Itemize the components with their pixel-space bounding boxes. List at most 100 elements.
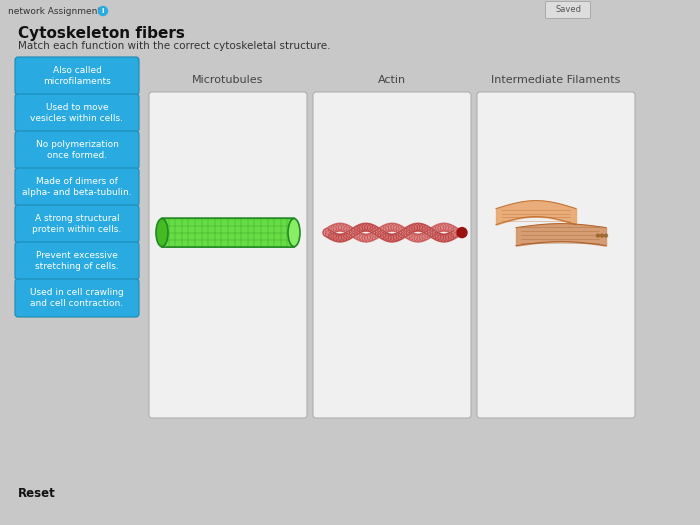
Circle shape — [440, 223, 449, 231]
FancyBboxPatch shape — [15, 168, 139, 206]
Circle shape — [443, 234, 452, 242]
Circle shape — [389, 234, 396, 242]
Circle shape — [333, 223, 342, 232]
Circle shape — [449, 226, 456, 234]
Circle shape — [438, 223, 446, 232]
Circle shape — [328, 225, 336, 233]
Circle shape — [420, 224, 428, 233]
Text: i: i — [102, 8, 104, 14]
FancyBboxPatch shape — [15, 94, 139, 132]
Text: Prevent excessive
stretching of cells.: Prevent excessive stretching of cells. — [35, 251, 119, 271]
Circle shape — [449, 232, 456, 239]
Circle shape — [404, 227, 412, 235]
Text: network Assignment: network Assignment — [8, 7, 101, 16]
Text: Also called
microfilaments: Also called microfilaments — [43, 66, 111, 86]
Circle shape — [339, 234, 346, 242]
Circle shape — [368, 233, 375, 241]
Circle shape — [596, 234, 599, 237]
Circle shape — [362, 234, 370, 242]
Circle shape — [333, 234, 342, 242]
Circle shape — [401, 228, 410, 236]
Circle shape — [430, 230, 438, 239]
Ellipse shape — [156, 218, 168, 247]
FancyBboxPatch shape — [162, 218, 295, 247]
Text: Used to move
vesicles within cells.: Used to move vesicles within cells. — [31, 103, 123, 123]
Circle shape — [391, 224, 399, 232]
Circle shape — [375, 228, 384, 236]
Circle shape — [407, 225, 414, 233]
Circle shape — [378, 227, 386, 235]
Circle shape — [346, 227, 354, 235]
Text: Cytoskeleton fibers: Cytoskeleton fibers — [18, 26, 185, 41]
Circle shape — [425, 227, 433, 235]
Circle shape — [396, 232, 404, 239]
Circle shape — [399, 230, 407, 238]
Circle shape — [342, 224, 349, 232]
Circle shape — [378, 230, 386, 238]
Circle shape — [389, 223, 396, 231]
Circle shape — [410, 224, 417, 232]
FancyBboxPatch shape — [15, 205, 139, 243]
Text: Made of dimers of
alpha- and beta-tubulin.: Made of dimers of alpha- and beta-tubuli… — [22, 177, 132, 197]
Circle shape — [435, 224, 443, 232]
Circle shape — [425, 230, 433, 238]
Circle shape — [336, 223, 344, 231]
Circle shape — [323, 228, 331, 237]
Circle shape — [331, 224, 339, 232]
Text: Actin: Actin — [378, 75, 406, 85]
Circle shape — [422, 232, 430, 239]
Circle shape — [351, 230, 360, 238]
Circle shape — [362, 223, 370, 231]
Circle shape — [360, 223, 368, 232]
Circle shape — [414, 223, 423, 231]
Circle shape — [412, 223, 420, 232]
Text: Microtubules: Microtubules — [193, 75, 264, 85]
Circle shape — [357, 233, 365, 241]
Circle shape — [443, 224, 452, 232]
Circle shape — [422, 226, 430, 234]
Circle shape — [433, 232, 441, 240]
Circle shape — [365, 234, 373, 242]
Circle shape — [440, 234, 449, 242]
Circle shape — [410, 233, 417, 241]
Circle shape — [428, 228, 435, 236]
Circle shape — [370, 226, 378, 234]
Text: Saved: Saved — [555, 5, 581, 15]
Circle shape — [328, 232, 336, 240]
Circle shape — [354, 232, 363, 240]
Circle shape — [326, 227, 334, 235]
Circle shape — [446, 233, 454, 241]
Circle shape — [344, 225, 352, 234]
Circle shape — [412, 234, 420, 242]
Circle shape — [433, 225, 441, 233]
Circle shape — [417, 224, 425, 232]
Circle shape — [326, 230, 334, 238]
Circle shape — [401, 229, 410, 237]
Circle shape — [331, 233, 339, 241]
Circle shape — [381, 225, 388, 233]
Circle shape — [428, 229, 435, 237]
Text: A strong structural
protein within cells.: A strong structural protein within cells… — [32, 214, 122, 234]
Circle shape — [417, 234, 425, 242]
Circle shape — [396, 226, 404, 234]
Circle shape — [342, 233, 349, 241]
Text: Used in cell crawling
and cell contraction.: Used in cell crawling and cell contracti… — [30, 288, 124, 308]
Circle shape — [383, 224, 391, 232]
Circle shape — [99, 6, 108, 16]
Circle shape — [351, 227, 360, 235]
Circle shape — [393, 233, 402, 241]
FancyBboxPatch shape — [15, 242, 139, 280]
FancyBboxPatch shape — [15, 57, 139, 95]
Circle shape — [438, 234, 446, 242]
Circle shape — [349, 228, 357, 237]
Circle shape — [605, 234, 608, 237]
Circle shape — [399, 227, 407, 235]
FancyBboxPatch shape — [15, 279, 139, 317]
Circle shape — [372, 230, 381, 238]
Circle shape — [357, 224, 365, 232]
Circle shape — [349, 229, 357, 237]
Circle shape — [420, 233, 428, 241]
Circle shape — [365, 224, 373, 232]
Circle shape — [372, 227, 381, 235]
Circle shape — [407, 232, 414, 240]
